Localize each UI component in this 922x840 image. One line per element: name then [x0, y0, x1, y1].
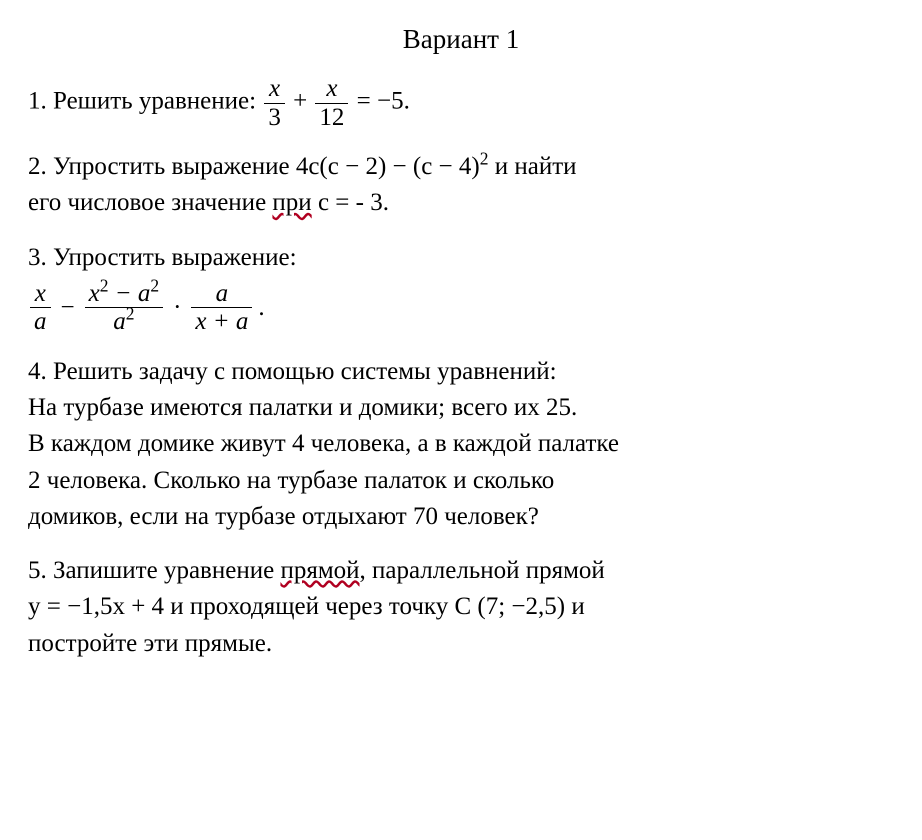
- p3-t3: a x + a: [191, 280, 252, 336]
- p3-t1-den: a: [30, 308, 51, 336]
- p3-t2-den-a: a: [113, 308, 126, 335]
- p3-minus: −: [61, 290, 75, 326]
- p1-frac1-num: x: [264, 75, 285, 104]
- p3-t2-den: a2: [85, 308, 163, 336]
- p4-l2: На турбазе имеются палатки и домики; все…: [28, 390, 894, 426]
- p1-frac1: x 3: [264, 75, 285, 131]
- p5-l1b: , параллельной прямой: [360, 557, 605, 584]
- p2-line1b: и найти: [488, 153, 576, 180]
- p2-line2b: c = - 3.: [312, 189, 389, 216]
- p4-l1: 4. Решить задачу с помощью системы уравн…: [28, 354, 894, 390]
- p5-l2: y = −1,5x + 4 и проходящей через точку C…: [28, 589, 894, 625]
- p3-t2-num-exp2: 2: [150, 276, 159, 296]
- p3-t2-den-exp: 2: [126, 304, 135, 324]
- p3-t2-num-a: x: [89, 280, 100, 307]
- p5-l1a: 5. Запишите уравнение: [28, 557, 280, 584]
- p3-expression: x a − x2 − a2 a2 · a x + a .: [28, 280, 894, 336]
- p3-t2-num-b: − a: [108, 280, 150, 307]
- p2-line1a: 2. Упростить выражение 4c(c − 2) − (c − …: [28, 153, 480, 180]
- p4-l4: 2 человека. Сколько на турбазе палаток и…: [28, 463, 894, 499]
- p1-frac1-den: 3: [264, 104, 285, 132]
- worksheet-page: Вариант 1 1. Решить уравнение: x 3 + x 1…: [0, 0, 922, 700]
- page-title: Вариант 1: [28, 20, 894, 59]
- p3-lead: 3. Упростить выражение:: [28, 240, 894, 276]
- p3-t1-num: x: [30, 280, 51, 309]
- p2-line2a: его числовое значение: [28, 189, 272, 216]
- p3-t2: x2 − a2 a2: [85, 280, 163, 336]
- p1-frac2-num: x: [315, 75, 348, 104]
- p3-t3-den: x + a: [191, 308, 252, 336]
- p3-t2-num: x2 − a2: [85, 280, 163, 309]
- problem-5: 5. Запишите уравнение прямой, параллельн…: [28, 553, 894, 662]
- problem-4: 4. Решить задачу с помощью системы уравн…: [28, 354, 894, 535]
- p3-t1: x a: [30, 280, 51, 336]
- p1-frac2-den: 12: [315, 104, 348, 132]
- p3-period: .: [258, 290, 264, 326]
- problem-1: 1. Решить уравнение: x 3 + x 12 = −5.: [28, 75, 894, 131]
- p2-underlined: при: [272, 189, 311, 216]
- p4-l3: В каждом домике живут 4 человека, а в ка…: [28, 426, 894, 462]
- p1-eq: = −5: [357, 88, 404, 115]
- p5-l3: постройте эти прямые.: [28, 626, 894, 662]
- p3-dot: ·: [173, 290, 181, 326]
- p5-u1: прямой: [280, 557, 359, 584]
- p2-line1: 2. Упростить выражение 4c(c − 2) − (c − …: [28, 149, 894, 185]
- problem-3: 3. Упростить выражение: x a − x2 − a2 a2…: [28, 240, 894, 336]
- p5-line1: 5. Запишите уравнение прямой, параллельн…: [28, 553, 894, 589]
- p3-t3-num: a: [191, 280, 252, 309]
- p1-lead: 1. Решить уравнение:: [28, 88, 262, 115]
- p1-frac2: x 12: [315, 75, 348, 131]
- p1-plus: +: [293, 88, 307, 115]
- p1-period: .: [404, 88, 410, 115]
- p2-line2: его числовое значение при c = - 3.: [28, 185, 894, 221]
- problem-2: 2. Упростить выражение 4c(c − 2) − (c − …: [28, 149, 894, 222]
- p4-l5: домиков, если на турбазе отдыхают 70 чел…: [28, 499, 894, 535]
